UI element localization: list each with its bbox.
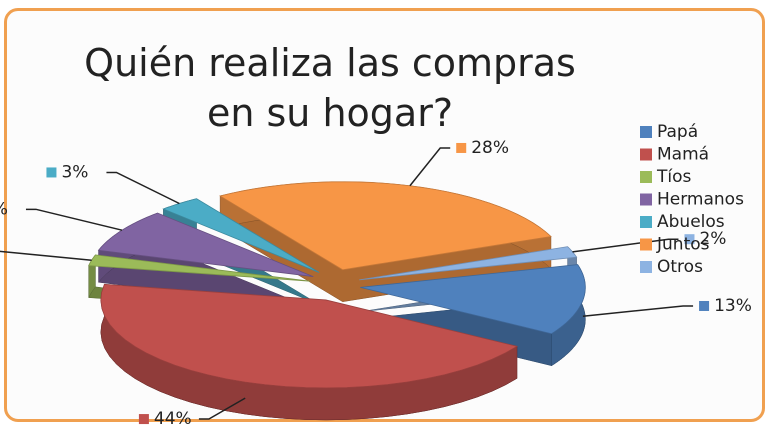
slice — [100, 283, 519, 389]
leader-line — [582, 305, 694, 317]
data-label: 8% — [0, 199, 8, 219]
leader-line — [0, 250, 92, 261]
slice — [360, 264, 586, 335]
label-swatch — [699, 300, 710, 311]
legend-swatch — [640, 148, 652, 161]
data-label: 28% — [471, 138, 509, 158]
legend-label: Otros — [657, 257, 703, 277]
data-label: 44% — [154, 409, 192, 429]
leader-line — [572, 238, 679, 253]
legend-label: Juntos — [656, 235, 710, 255]
legend-swatch — [640, 238, 652, 251]
label-swatch — [138, 414, 149, 425]
leader-line — [409, 147, 451, 187]
label-swatch — [684, 234, 695, 245]
legend-label: Hermanos — [657, 190, 744, 210]
label-swatch — [46, 167, 57, 178]
data-label: 2% — [699, 229, 726, 249]
chart-title: Quién realiza las compras en su hogar? — [84, 41, 576, 135]
legend-swatch — [640, 261, 652, 273]
slice — [88, 254, 311, 282]
legend-swatch — [640, 193, 652, 206]
legend-label: Abuelos — [657, 212, 725, 232]
legend-label: Mamá — [657, 145, 709, 165]
leader-line — [25, 208, 123, 231]
slice — [97, 212, 314, 277]
legend-label: Tíos — [656, 167, 692, 187]
leader-line — [106, 171, 180, 205]
data-label: 13% — [714, 296, 752, 316]
legend-swatch — [640, 126, 652, 138]
legend-swatch — [640, 171, 652, 183]
label-swatch — [456, 142, 467, 153]
leader-line — [198, 397, 246, 420]
data-label: 3% — [61, 162, 88, 182]
legend-label: Papá — [657, 122, 698, 142]
legend-swatch — [640, 216, 652, 228]
slice-tops — [88, 181, 586, 389]
